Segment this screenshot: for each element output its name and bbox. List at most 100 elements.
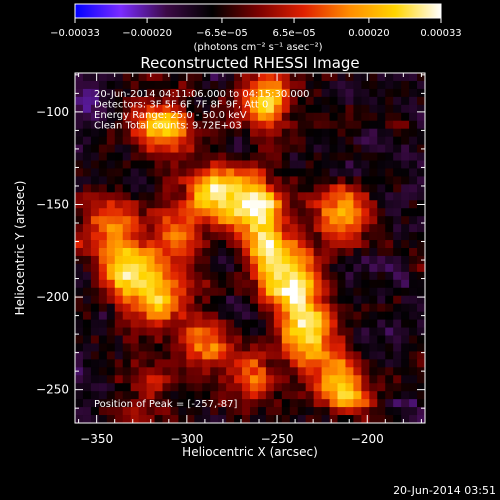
heatmap-cell (289, 391, 299, 400)
heatmap-cell (82, 415, 92, 423)
heatmap-cell (75, 88, 84, 98)
heatmap-cell (98, 367, 108, 376)
heatmap-cell (226, 335, 235, 344)
heatmap-cell (353, 263, 362, 273)
heatmap-cell (130, 327, 140, 336)
heatmap-cell (297, 232, 307, 241)
heatmap-cell (178, 319, 187, 328)
heatmap-cell (186, 152, 195, 161)
heatmap-cell (417, 240, 425, 249)
heatmap-cell (289, 160, 299, 169)
heatmap-cell (393, 184, 402, 193)
heatmap-cell (385, 224, 394, 233)
heatmap-cell (130, 128, 140, 138)
heatmap-cell (90, 160, 100, 169)
heatmap-cell (289, 80, 299, 90)
heatmap-cell (170, 383, 179, 392)
heatmap-cell (250, 271, 259, 281)
heatmap-cell (90, 200, 100, 209)
heatmap-cell (242, 144, 251, 153)
heatmap-cell (329, 407, 338, 416)
heatmap-cell (393, 224, 402, 233)
heatmap-cell (218, 80, 227, 90)
heatmap-cell (385, 367, 394, 376)
heatmap-cell (321, 311, 330, 320)
heatmap-cell (90, 104, 100, 114)
heatmap-cell (305, 311, 315, 320)
heatmap-cell (353, 335, 362, 344)
heatmap-cell (218, 120, 227, 130)
heatmap-cell (226, 80, 235, 90)
heatmap-cell (265, 176, 275, 185)
heatmap-cell (337, 287, 346, 297)
heatmap-cell (154, 407, 163, 416)
heatmap-cell (178, 311, 187, 320)
heatmap-cell (337, 88, 346, 98)
heatmap-cell (114, 192, 124, 201)
heatmap-cell (122, 184, 132, 193)
heatmap-cell (75, 383, 84, 392)
heatmap-cell (114, 295, 124, 305)
heatmap-cell (130, 295, 140, 305)
heatmap-cell (162, 255, 171, 265)
heatmap-cell (393, 88, 402, 98)
heatmap-cell (90, 335, 100, 344)
heatmap-cell (273, 335, 283, 344)
heatmap-cell (186, 168, 195, 177)
heatmap-cell (409, 263, 418, 273)
heatmap-cell (321, 415, 330, 423)
heatmap-cell (146, 216, 155, 225)
heatmap-cell (138, 112, 147, 122)
heatmap-cell (393, 216, 402, 225)
heatmap-cell (401, 176, 410, 185)
heatmap-cell (265, 144, 275, 153)
heatmap-cell (329, 240, 338, 249)
heatmap-cell (186, 399, 195, 408)
heatmap-cell (257, 120, 267, 130)
heatmap-cell (281, 88, 291, 98)
heatmap-cell (154, 343, 163, 352)
heatmap-cell (186, 232, 195, 241)
heatmap-cell (146, 343, 155, 352)
heatmap-cell (242, 216, 251, 225)
heatmap-cell (130, 383, 140, 392)
heatmap-cell (154, 391, 163, 400)
heatmap-cell (234, 263, 243, 273)
heatmap-cell (401, 359, 410, 368)
heatmap-cell (401, 73, 410, 82)
heatmap-cell (353, 232, 362, 241)
heatmap-cell (281, 295, 291, 305)
heatmap-cell (257, 192, 267, 201)
heatmap-cell (114, 104, 124, 114)
heatmap-cell (361, 335, 370, 344)
heatmap-cell (122, 399, 132, 408)
heatmap-cell (106, 240, 116, 249)
heatmap-cell (138, 232, 147, 241)
heatmap-cell (345, 160, 354, 169)
heatmap-cell (257, 263, 267, 273)
heatmap-cell (377, 168, 386, 177)
heatmap-cell (178, 192, 187, 201)
heatmap-cell (242, 271, 251, 281)
heatmap-cell (130, 160, 140, 169)
heatmap-cell (90, 248, 100, 257)
heatmap-cell (393, 128, 402, 138)
heatmap-cell (361, 232, 370, 241)
heatmap-cell (82, 160, 92, 169)
heatmap-cell (194, 248, 203, 257)
heatmap-cell (138, 271, 147, 281)
heatmap-cell (75, 168, 84, 177)
heatmap-cell (242, 303, 251, 313)
heatmap-cell (122, 144, 132, 153)
heatmap-cell (122, 232, 132, 241)
heatmap-cell (202, 359, 211, 368)
heatmap-cell (361, 287, 370, 297)
heatmap-cell (297, 367, 307, 376)
heatmap-cell (178, 279, 187, 289)
heatmap-cell (114, 208, 124, 217)
heatmap-cell (106, 383, 116, 392)
heatmap-cell (154, 351, 163, 360)
heatmap-cell (122, 216, 132, 225)
heatmap-cell (250, 343, 259, 352)
heatmap-cell (377, 407, 386, 416)
